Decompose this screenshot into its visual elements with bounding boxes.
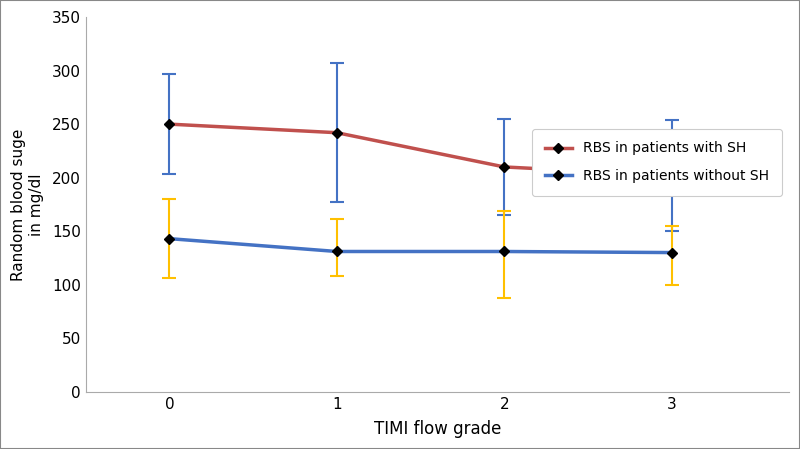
Legend: RBS in patients with SH, RBS in patients without SH: RBS in patients with SH, RBS in patients… [532,129,782,196]
X-axis label: TIMI flow grade: TIMI flow grade [374,420,501,438]
Y-axis label: Random blood suge
in mg/dl: Random blood suge in mg/dl [11,128,43,281]
